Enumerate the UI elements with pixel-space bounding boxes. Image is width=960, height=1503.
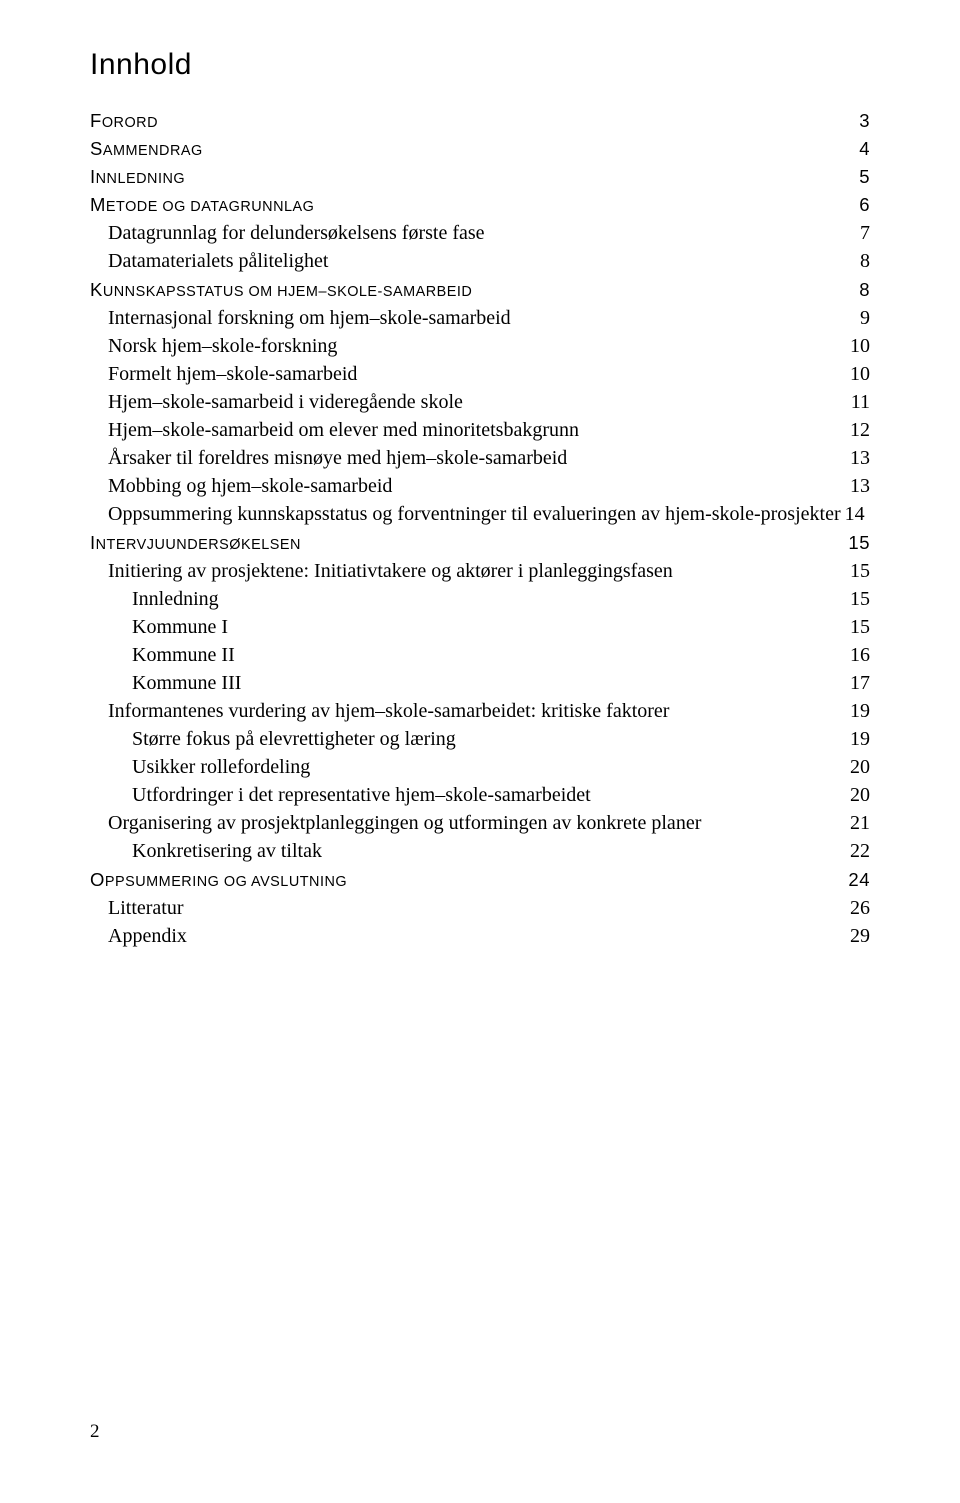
toc-entry: Informantenes vurdering av hjem–skole-sa… bbox=[108, 700, 870, 723]
toc-entry-label: Kommune I bbox=[132, 616, 228, 639]
toc-entry: Årsaker til foreldres misnøye med hjem–s… bbox=[108, 447, 870, 470]
toc-entry-label: Innledning bbox=[90, 166, 185, 188]
toc-entry-page: 13 bbox=[846, 475, 870, 498]
toc-entry-label: Datagrunnlag for delundersøkelsens først… bbox=[108, 222, 485, 245]
toc-entry: Organisering av prosjektplanleggingen og… bbox=[108, 812, 870, 835]
toc-entry-label: Hjem–skole-samarbeid i videregående skol… bbox=[108, 391, 463, 414]
toc-entry-label: Innledning bbox=[132, 588, 219, 611]
toc-entry-label: Kunnskapsstatus om hjem–skole-samarbeid bbox=[90, 279, 472, 301]
table-of-contents: Forord 3 Sammendrag 4 Innledning 5 Metode og d… bbox=[90, 110, 870, 948]
toc-entry: Forord 3 bbox=[90, 110, 870, 132]
toc-entry-label: Kommune II bbox=[132, 644, 235, 667]
toc-entry: Kommune II 16 bbox=[132, 644, 870, 667]
toc-entry-label: Utfordringer i det representative hjem–s… bbox=[132, 784, 591, 807]
toc-entry-page: 8 bbox=[855, 279, 870, 301]
toc-entry-page: 22 bbox=[846, 840, 870, 863]
toc-entry: Innledning 5 bbox=[90, 166, 870, 188]
toc-entry: Oppsummering kunnskapsstatus og forventn… bbox=[108, 503, 870, 526]
toc-entry-page: 29 bbox=[846, 925, 870, 948]
toc-entry-page: 8 bbox=[856, 250, 870, 273]
toc-entry: Innledning 15 bbox=[132, 588, 870, 611]
toc-entry-label: Datamaterialets pålitelighet bbox=[108, 250, 328, 273]
toc-entry-label: Metode og datagrunnlag bbox=[90, 194, 314, 216]
toc-entry: Initiering av prosjektene: Initiativtake… bbox=[108, 560, 870, 583]
toc-entry-page: 19 bbox=[846, 700, 870, 723]
page-number: 2 bbox=[90, 1421, 100, 1443]
toc-entry: Metode og datagrunnlag 6 bbox=[90, 194, 870, 216]
toc-entry: Kunnskapsstatus om hjem–skole-samarbeid 8 bbox=[90, 279, 870, 301]
toc-entry: Formelt hjem–skole-samarbeid 10 bbox=[108, 363, 870, 386]
toc-entry-label: Årsaker til foreldres misnøye med hjem–s… bbox=[108, 447, 567, 470]
toc-entry: Mobbing og hjem–skole-samarbeid 13 bbox=[108, 475, 870, 498]
toc-entry: Sammendrag 4 bbox=[90, 138, 870, 160]
toc-entry-page: 17 bbox=[846, 672, 870, 695]
toc-entry-label: Usikker rollefordeling bbox=[132, 756, 310, 779]
toc-entry: Hjem–skole-samarbeid i videregående skol… bbox=[108, 391, 870, 414]
toc-entry-page: 9 bbox=[856, 307, 870, 330]
toc-entry-page: 15 bbox=[846, 588, 870, 611]
toc-entry-label: Oppsummering og avslutning bbox=[90, 869, 347, 891]
toc-entry: Norsk hjem–skole-forskning 10 bbox=[108, 335, 870, 358]
toc-entry-label: Initiering av prosjektene: Initiativtake… bbox=[108, 560, 673, 583]
toc-entry-page: 21 bbox=[846, 812, 870, 835]
toc-entry-label: Kommune III bbox=[132, 672, 241, 695]
toc-entry: Konkretisering av tiltak 22 bbox=[132, 840, 870, 863]
toc-entry-page: 20 bbox=[846, 784, 870, 807]
toc-entry-page: 3 bbox=[855, 110, 870, 132]
toc-entry-page: 15 bbox=[846, 560, 870, 583]
toc-entry-page: 11 bbox=[847, 391, 870, 414]
toc-entry-label: Mobbing og hjem–skole-samarbeid bbox=[108, 475, 392, 498]
toc-entry-page: 15 bbox=[846, 616, 870, 639]
toc-entry-page: 12 bbox=[846, 419, 870, 442]
toc-entry: Kommune I 15 bbox=[132, 616, 870, 639]
toc-entry-label: Litteratur bbox=[108, 897, 184, 920]
toc-entry: Datamaterialets pålitelighet 8 bbox=[108, 250, 870, 273]
toc-entry-label: Forord bbox=[90, 110, 158, 132]
toc-entry-label: Større fokus på elevrettigheter og lærin… bbox=[132, 728, 456, 751]
toc-entry-label: Norsk hjem–skole-forskning bbox=[108, 335, 337, 358]
toc-entry: Intervjuundersøkelsen 15 bbox=[90, 532, 870, 554]
toc-entry-page: 5 bbox=[855, 166, 870, 188]
toc-entry-label: Organisering av prosjektplanleggingen og… bbox=[108, 812, 701, 835]
toc-entry-page: 14 bbox=[841, 503, 865, 526]
toc-entry: Oppsummering og avslutning 24 bbox=[90, 869, 870, 891]
toc-entry: Usikker rollefordeling 20 bbox=[132, 756, 870, 779]
page-title: Innhold bbox=[90, 48, 870, 82]
toc-entry-label: Internasjonal forskning om hjem–skole-sa… bbox=[108, 307, 511, 330]
toc-entry-page: 26 bbox=[846, 897, 870, 920]
toc-entry: Appendix 29 bbox=[108, 925, 870, 948]
toc-entry-label: Hjem–skole-samarbeid om elever med minor… bbox=[108, 419, 579, 442]
toc-entry-page: 16 bbox=[846, 644, 870, 667]
toc-entry: Større fokus på elevrettigheter og lærin… bbox=[132, 728, 870, 751]
toc-entry: Kommune III 17 bbox=[132, 672, 870, 695]
toc-entry: Litteratur 26 bbox=[108, 897, 870, 920]
toc-entry-label: Intervjuundersøkelsen bbox=[90, 532, 301, 554]
toc-entry: Utfordringer i det representative hjem–s… bbox=[132, 784, 870, 807]
toc-entry-page: 10 bbox=[846, 363, 870, 386]
toc-entry-label: Oppsummering kunnskapsstatus og forventn… bbox=[108, 503, 841, 526]
toc-entry-page: 15 bbox=[844, 532, 870, 554]
toc-entry: Internasjonal forskning om hjem–skole-sa… bbox=[108, 307, 870, 330]
toc-entry-label: Konkretisering av tiltak bbox=[132, 840, 322, 863]
toc-entry-label: Appendix bbox=[108, 925, 187, 948]
toc-entry-page: 6 bbox=[855, 194, 870, 216]
toc-entry-page: 13 bbox=[846, 447, 870, 470]
toc-entry: Datagrunnlag for delundersøkelsens først… bbox=[108, 222, 870, 245]
toc-entry-label: Sammendrag bbox=[90, 138, 203, 160]
toc-entry-page: 24 bbox=[844, 869, 870, 891]
toc-entry-page: 4 bbox=[855, 138, 870, 160]
toc-entry-label: Formelt hjem–skole-samarbeid bbox=[108, 363, 357, 386]
toc-entry-page: 20 bbox=[846, 756, 870, 779]
toc-entry-page: 19 bbox=[846, 728, 870, 751]
toc-entry-page: 7 bbox=[856, 222, 870, 245]
toc-entry-page: 10 bbox=[846, 335, 870, 358]
toc-entry: Hjem–skole-samarbeid om elever med minor… bbox=[108, 419, 870, 442]
toc-entry-label: Informantenes vurdering av hjem–skole-sa… bbox=[108, 700, 669, 723]
